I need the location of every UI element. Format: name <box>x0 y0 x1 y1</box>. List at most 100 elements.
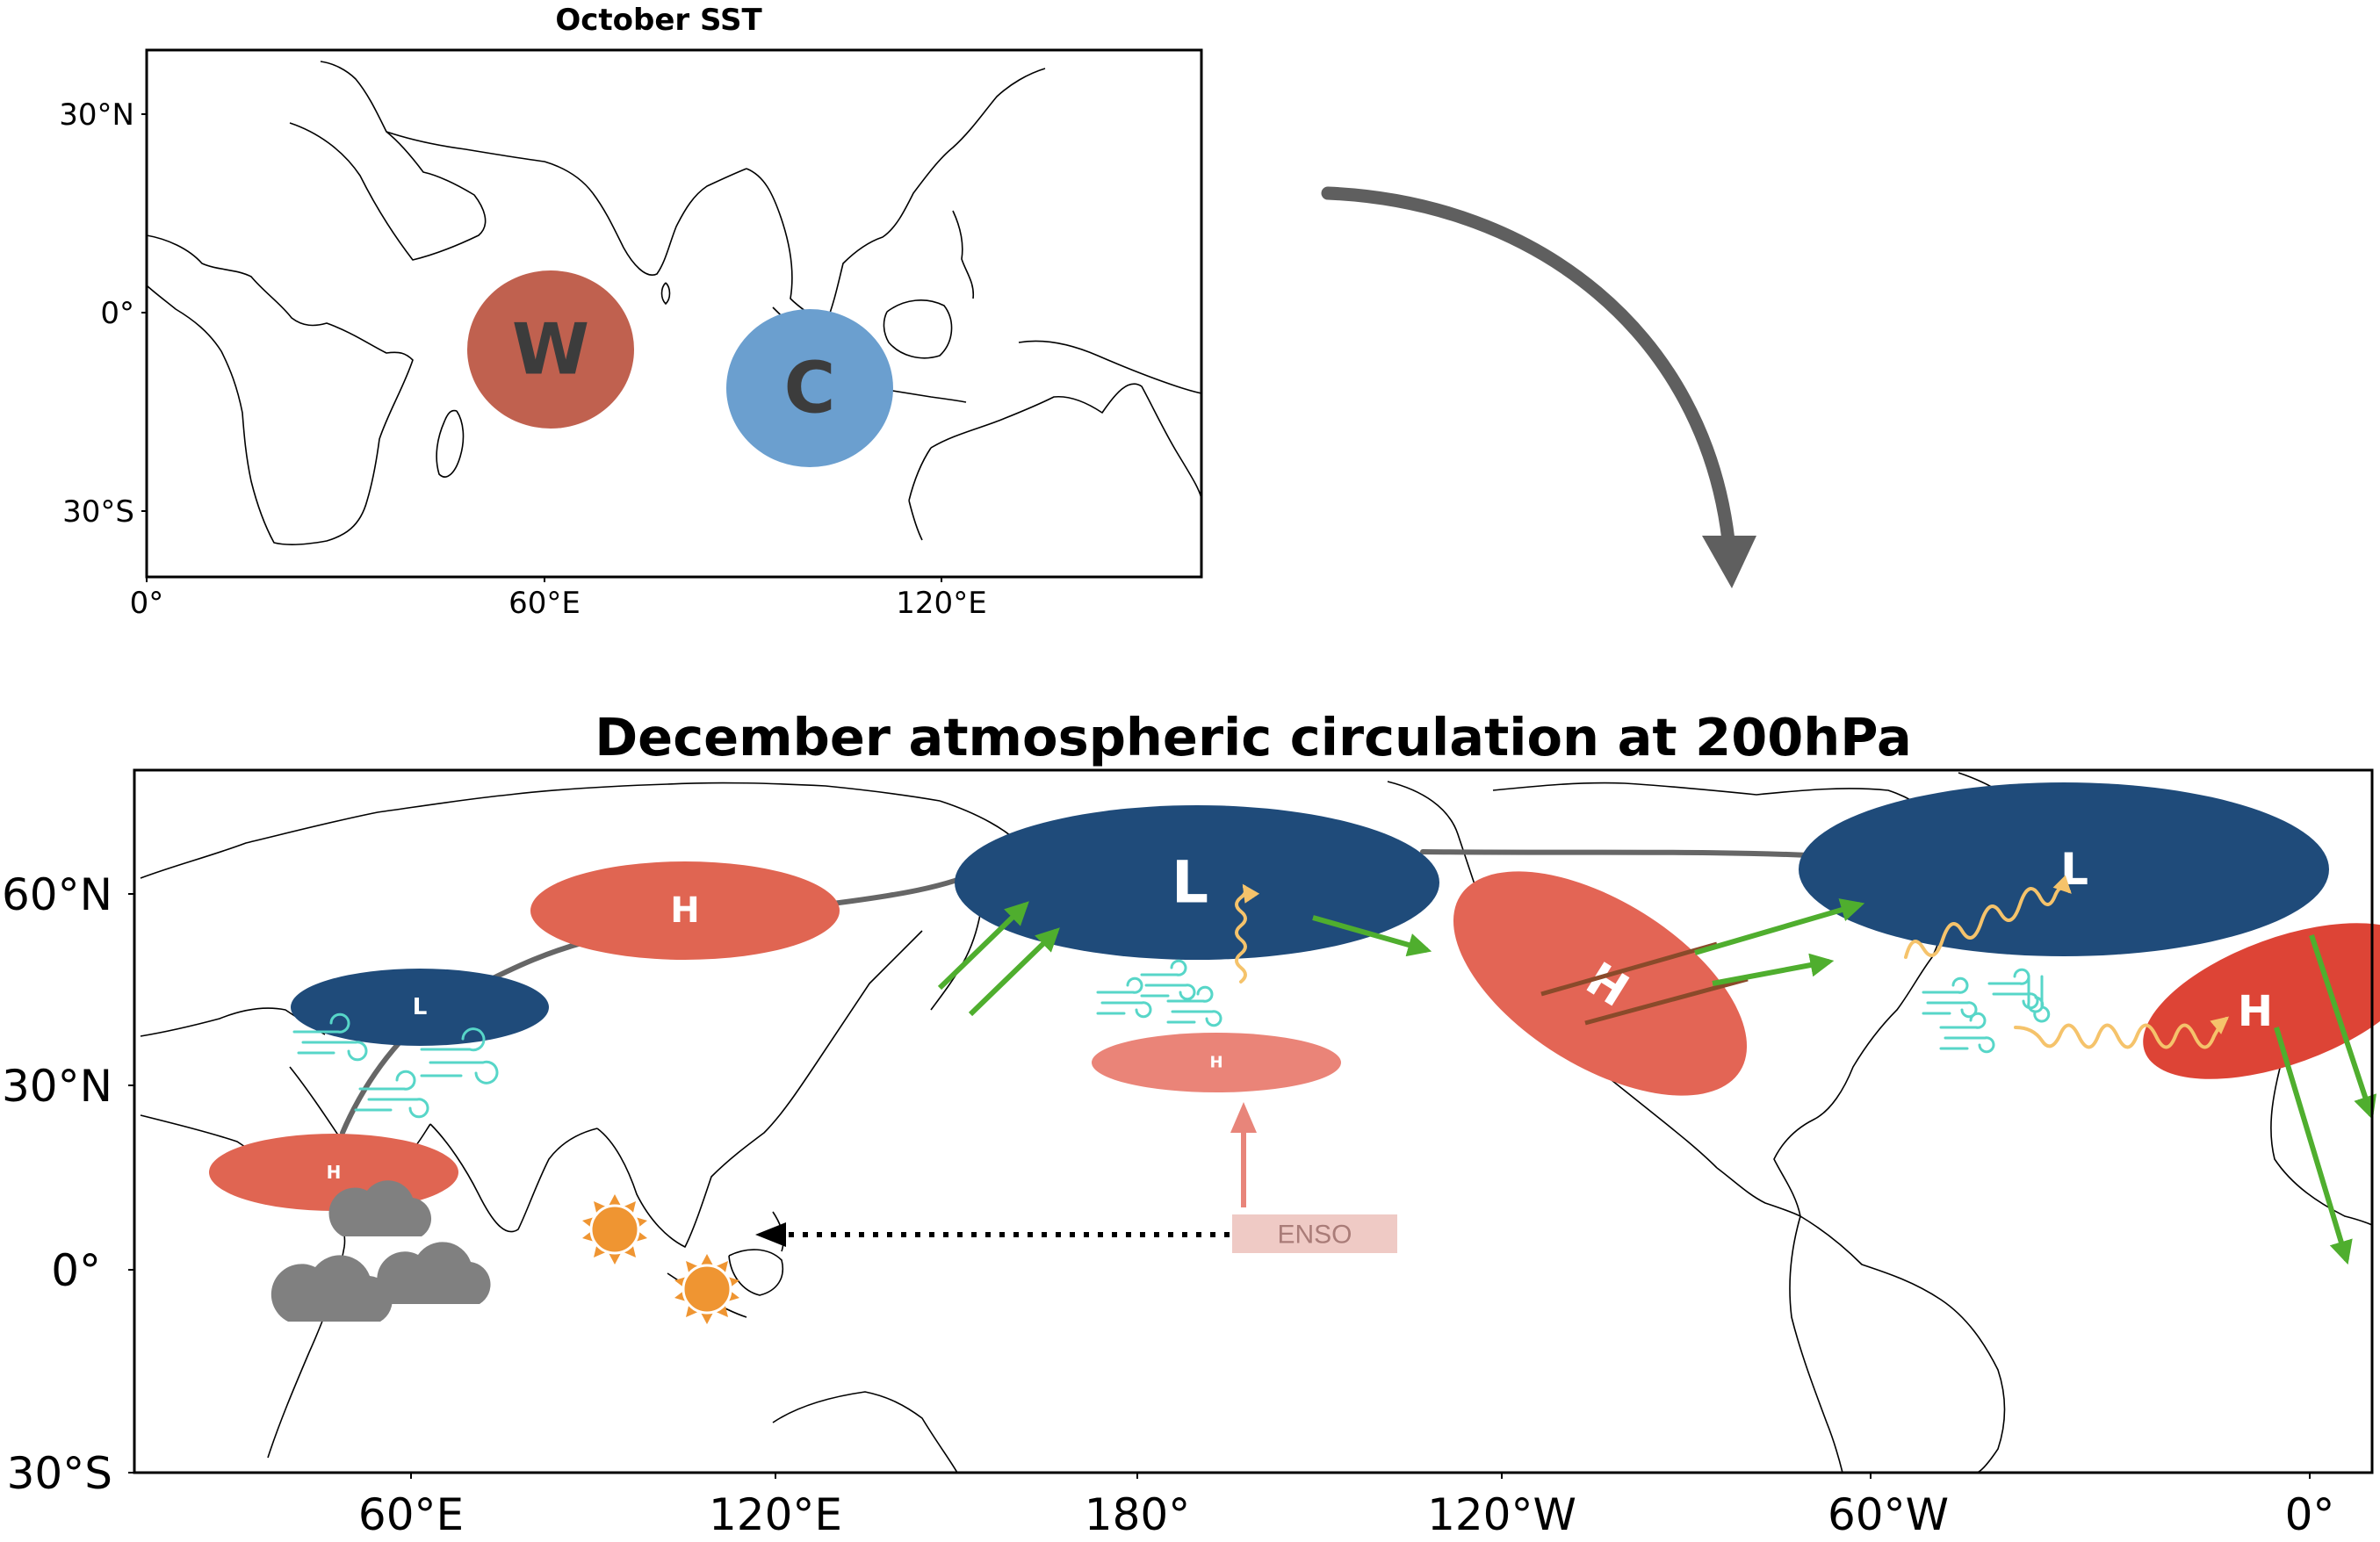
bottom-ytick-label: 30°N <box>2 1061 112 1112</box>
wind-arrow <box>2309 934 2377 1120</box>
coastline-srilanka <box>660 282 671 305</box>
coastline-philippines <box>952 210 975 299</box>
wind-arrow <box>1694 898 1865 955</box>
pressure-low-label: L <box>1172 849 1208 917</box>
enso-forcing: ENSO <box>755 1102 1397 1253</box>
wind-symbol <box>1166 985 1222 1027</box>
jet-line <box>1584 976 1749 1026</box>
bottom-xtick-label: 120°E <box>709 1489 842 1540</box>
wave-train-path-atlantic <box>1420 849 1829 859</box>
cloud-icon <box>377 1242 491 1304</box>
pressure-high-north-america <box>1453 871 1748 1096</box>
warm-anomaly-circle <box>467 270 634 429</box>
bottom-ytick-label: 60°N <box>2 869 112 920</box>
bottom-panel: December atmospheric circulation at 200h… <box>2 707 2380 1540</box>
coastline-africa <box>147 234 414 545</box>
top-ytick-label: 30°S <box>62 494 134 530</box>
bottom-xtick-label: 60°E <box>358 1489 464 1540</box>
cold-anomaly-circle <box>726 309 893 467</box>
pressure-high-central-asia <box>530 861 840 960</box>
coastline-india <box>429 1123 598 1233</box>
bottom-ytick-label: 0° <box>51 1245 101 1296</box>
wave-activity-squiggle <box>1235 883 1260 984</box>
bottom-map-coastlines <box>140 772 2372 1473</box>
wind-symbol <box>420 1027 499 1084</box>
bottom-panel-title: December atmospheric circulation at 200h… <box>595 707 1912 767</box>
wind-symbol <box>2027 975 2051 1023</box>
wind-arrow <box>1312 915 1432 957</box>
top-xtick-label: 60°E <box>508 586 581 621</box>
coastline-newguinea <box>1018 340 1201 394</box>
pressure-high-label: H <box>2238 987 2273 1036</box>
top-panel: October SST <box>59 3 1203 621</box>
pressure-high-tropical-pacific <box>1092 1033 1341 1092</box>
cloud-icon <box>270 1255 393 1322</box>
enso-label-box <box>1232 1214 1397 1253</box>
wind-arrow <box>2274 1027 2353 1265</box>
wind-symbol <box>1140 959 1196 1001</box>
clouds <box>270 1180 491 1322</box>
wind-symbol <box>1096 976 1152 1019</box>
coastline-india <box>592 168 747 276</box>
wind-symbol <box>1922 976 1978 1019</box>
bottom-xtick-label: 180° <box>1085 1489 1190 1540</box>
enso-teleconnection-head <box>755 1222 786 1247</box>
top-panel-title: October SST <box>555 3 762 38</box>
enso-arrow-head <box>1230 1102 1257 1133</box>
coastline-eurasia-north <box>140 782 941 879</box>
transition-arrow-shaft <box>1321 186 1735 547</box>
bottom-map-frame <box>133 768 2374 1474</box>
coastline-canada-arctic <box>1492 782 1942 831</box>
coastline-borneo <box>883 299 953 359</box>
pressure-high-label: H <box>1209 1054 1222 1072</box>
top-xtick-label: 0° <box>130 586 164 621</box>
pressure-low-west-asia <box>291 969 549 1046</box>
top-map-coastlines <box>147 61 1201 545</box>
coastline-central-america <box>1716 1167 1801 1217</box>
jet-line <box>1540 941 1718 997</box>
wind-symbol <box>1939 1012 1995 1054</box>
wind-symbol <box>292 1012 368 1062</box>
coastline-arabia <box>289 61 487 261</box>
top-ytick-label: 30°N <box>59 97 134 133</box>
coastline-australia <box>908 383 1201 541</box>
coastline-china <box>596 930 923 1248</box>
coastline-madagascar <box>436 409 465 478</box>
coastline-japan <box>930 904 983 1011</box>
wave-activity-squiggles <box>1235 875 2230 1049</box>
bottom-xtick-label: 0° <box>2285 1489 2335 1540</box>
suns <box>582 1194 739 1324</box>
pressure-low-label: L <box>413 994 428 1020</box>
bottom-xtick-label: 120°W <box>1427 1489 1576 1540</box>
pressure-high-label: H <box>327 1162 342 1183</box>
coastline-north-america-east <box>1773 904 1944 1217</box>
wind-arrow <box>1712 953 1835 986</box>
enso-label: ENSO <box>1277 1221 1352 1250</box>
transition-arrow <box>1321 186 1756 588</box>
wave-activity-squiggle <box>1904 875 2072 959</box>
coastline-south-america <box>1789 1215 2006 1473</box>
warm-anomaly-label: W <box>512 309 589 391</box>
sun-icon <box>674 1254 739 1324</box>
coastline-west-africa <box>2270 1053 2372 1226</box>
pressure-low-north-atlantic <box>1799 782 2329 956</box>
coastline-australia <box>772 1391 958 1473</box>
wind-arrow <box>968 927 1060 1017</box>
wind-symbol <box>1987 968 2039 1010</box>
bottom-xtick-label: 60°W <box>1828 1489 1949 1540</box>
sun-icon <box>582 1194 647 1265</box>
transition-arrow-head <box>1702 536 1756 588</box>
wind-symbols <box>292 959 2051 1119</box>
wind-symbol <box>354 1070 429 1119</box>
top-ytick-label: 0° <box>100 296 134 331</box>
bottom-ytick-label: 30°S <box>7 1448 112 1499</box>
wind-arrow <box>937 901 1029 991</box>
wave-activity-squiggle <box>2014 1016 2230 1049</box>
cold-anomaly-label: C <box>784 348 836 429</box>
coastline-iran <box>386 131 594 194</box>
coastline-seasia <box>746 68 1046 326</box>
cloud-icon <box>328 1180 432 1236</box>
top-xtick-label: 120°E <box>896 586 986 621</box>
pressure-high-label: H <box>670 890 699 931</box>
